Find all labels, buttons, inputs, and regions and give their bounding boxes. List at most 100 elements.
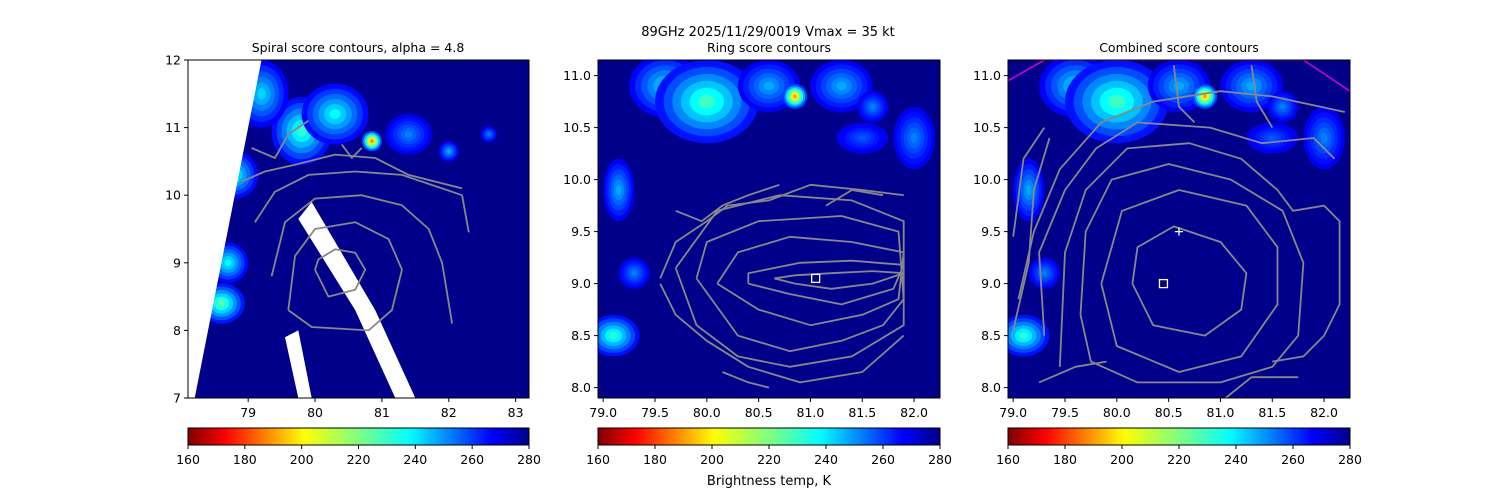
cold-cell-10 — [893, 106, 935, 170]
y-tick-label: 10.0 — [563, 172, 591, 187]
x-tick-label: 79.5 — [1051, 405, 1079, 420]
colorbar-tick-label: 280 — [517, 452, 541, 467]
cold-cell-8 — [603, 158, 635, 222]
cold-cell-ring — [698, 94, 716, 109]
panel-title-spiral: Spiral score contours, alpha = 4.8 — [252, 40, 465, 55]
center-square-marker — [1158, 278, 1169, 289]
colorbar-tick-label: 220 — [347, 452, 371, 467]
y-tick-label: 8.5 — [981, 328, 1001, 343]
center-square-marker — [810, 273, 821, 284]
x-tick-label: 82.0 — [900, 405, 928, 420]
cold-cell-3 — [1192, 83, 1218, 109]
cold-cell-ring — [1026, 184, 1032, 196]
cold-cell-6 — [1246, 122, 1299, 154]
y-tick-label: 10 — [165, 188, 181, 203]
cold-cell-1 — [301, 83, 369, 145]
axes-frame — [597, 59, 941, 399]
x-tick-label: 82.0 — [1310, 405, 1338, 420]
y-tick-label: 12 — [165, 53, 181, 68]
score-contour-9 — [825, 189, 884, 207]
cold-cell-ring — [763, 81, 775, 91]
cold-cell-4 — [385, 114, 433, 155]
cold-cell-ring — [447, 149, 451, 153]
colorbar-tick-label: 220 — [1167, 452, 1191, 467]
colorbar-tick-label: 260 — [1281, 452, 1305, 467]
score-contour-0 — [314, 248, 367, 298]
colorbar-tick-label: 280 — [1338, 452, 1362, 467]
score-contour-4 — [1038, 121, 1336, 336]
x-tick-label: 79 — [240, 405, 256, 420]
plot-area — [188, 60, 497, 398]
cold-cell-ring — [836, 81, 847, 91]
y-tick-label: 7 — [173, 391, 181, 406]
cold-cell-8 — [438, 141, 459, 162]
score-contour-9 — [1012, 127, 1046, 237]
x-tick-label: 80 — [307, 405, 323, 420]
score-contour-8 — [1225, 376, 1299, 398]
missing-strip-0 — [298, 202, 416, 398]
x-tick-label: 82 — [441, 405, 457, 420]
cold-cell-ring — [910, 132, 918, 144]
cold-cell-7 — [598, 314, 640, 357]
cold-cell-ring — [792, 94, 797, 99]
y-tick-label: 11.0 — [973, 68, 1001, 83]
colorbar-tick-label: 200 — [700, 452, 724, 467]
panel-spiral: Spiral score contours, alpha = 4.8 79 80 8… — [165, 40, 541, 467]
score-contour-0 — [1131, 225, 1248, 337]
cold-cell-ring — [1280, 104, 1286, 110]
y-tick-label: 11 — [165, 120, 181, 135]
colorbar-tick-label: 180 — [233, 452, 257, 467]
y-tick-label: 9 — [173, 255, 181, 270]
missing-strip-1 — [285, 330, 312, 398]
y-tick-label: 9.0 — [981, 276, 1001, 291]
score-contour-7 — [675, 183, 780, 223]
y-tick-label: 8 — [173, 323, 181, 338]
score-contour-2 — [1079, 163, 1305, 384]
cold-cell-3 — [782, 83, 808, 109]
cold-cell-1 — [1065, 60, 1169, 144]
cold-cell-ring — [857, 135, 867, 141]
cold-cell-ring — [224, 259, 232, 267]
axes-frame — [187, 59, 530, 399]
x-tick-label: 80.5 — [1155, 405, 1183, 420]
x-tick-label: 79.0 — [589, 405, 617, 420]
score-contour-1 — [287, 221, 403, 332]
cold-cell-ring — [1108, 94, 1126, 109]
colorbar-tick-label: 280 — [928, 452, 952, 467]
cold-cell-ring — [1267, 135, 1277, 141]
score-contour-6 — [1012, 137, 1051, 331]
y-tick-label: 10.5 — [973, 120, 1001, 135]
score-contour-5 — [659, 283, 905, 384]
score-contour-3 — [1058, 142, 1341, 367]
cold-cell-ring — [217, 299, 226, 307]
y-tick-label: 9.5 — [571, 224, 591, 239]
cold-cell-ring — [257, 88, 267, 100]
cold-cell-6 — [836, 122, 889, 154]
colorbar-tick-label: 180 — [643, 452, 667, 467]
score-contour-8 — [722, 371, 770, 389]
colorbar-tick-label: 260 — [871, 452, 895, 467]
score-contour-4 — [674, 194, 905, 368]
cold-cell-ring — [404, 130, 413, 138]
cold-cell-4 — [810, 60, 873, 112]
cold-cell-ring — [1202, 94, 1207, 99]
x-tick-label: 81 — [374, 405, 390, 420]
x-tick-label: 81.0 — [1207, 405, 1235, 420]
y-tick-label: 10.5 — [563, 120, 591, 135]
score-contour-7 — [1038, 360, 1107, 384]
cold-cell-9 — [1028, 257, 1060, 289]
score-contour-1 — [1100, 189, 1279, 373]
colorbar-tick-label: 260 — [460, 452, 484, 467]
cold-cell-ring — [1019, 332, 1028, 340]
score-contour-6 — [659, 183, 904, 279]
center-plus-marker — [1175, 227, 1183, 236]
cold-cell-ring — [631, 270, 637, 276]
y-tick-label: 11.0 — [563, 68, 591, 83]
colorbar-tick-label: 180 — [1053, 452, 1077, 467]
figure-suptitle: 89GHz 2025/11/29/0019 Vmax = 35 kt — [641, 25, 895, 40]
colorbar-tick-label: 240 — [814, 452, 838, 467]
cold-cell-5 — [1267, 91, 1299, 123]
score-contour-10 — [1172, 65, 1196, 124]
score-contour-2 — [270, 194, 453, 324]
panel-ring: Ring score contours 79.0 79.5 80.0 80.5 81.0… — [563, 40, 952, 467]
